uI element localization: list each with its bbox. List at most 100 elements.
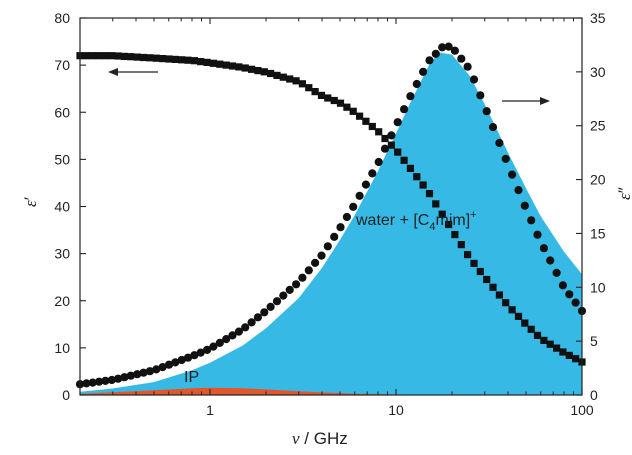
epsilon-prime-marker <box>521 319 529 327</box>
epsilon-prime-marker <box>292 77 300 85</box>
y-left-tick-label: 50 <box>54 151 70 167</box>
epsilon-prime-marker <box>184 56 192 64</box>
epsilon-double-prime-marker <box>292 280 301 289</box>
y-right-tick-label: 20 <box>590 172 606 188</box>
epsilon-prime-marker <box>445 220 453 229</box>
epsilon-prime-marker <box>375 128 383 136</box>
epsilon-prime-marker <box>139 53 148 62</box>
y-left-tick-label: 0 <box>62 387 70 403</box>
water-area <box>80 52 582 395</box>
epsilon-prime-marker <box>286 75 294 83</box>
epsilon-double-prime-marker <box>266 302 275 311</box>
epsilon-double-prime-marker <box>196 348 205 357</box>
y-axis-right-prime: ″ <box>615 187 632 193</box>
epsilon-double-prime-marker <box>228 331 237 340</box>
epsilon-prime-marker <box>343 103 351 111</box>
epsilon-double-prime-marker <box>139 368 148 377</box>
epsilon-prime-marker <box>101 52 109 60</box>
epsilon-prime-marker <box>559 348 567 356</box>
epsilon-double-prime-marker <box>222 335 231 344</box>
epsilon-prime-marker <box>336 99 345 107</box>
epsilon-double-prime-marker <box>565 290 574 299</box>
epsilon-prime-marker <box>394 148 402 156</box>
epsilon-prime-marker <box>432 200 440 208</box>
ip-area <box>80 387 582 395</box>
epsilon-prime-marker <box>178 56 186 64</box>
epsilon-double-prime-marker <box>304 266 313 275</box>
y-left-tick-label: 80 <box>54 10 70 26</box>
annotation-water-sub: 4 <box>429 221 435 233</box>
y-left-tick-label: 40 <box>54 199 70 215</box>
epsilon-double-prime-marker <box>241 323 250 332</box>
epsilon-double-prime-marker <box>558 281 568 290</box>
epsilon-double-prime-marker <box>203 345 212 354</box>
y-left-tick-label: 30 <box>54 246 70 262</box>
epsilon-double-prime-marker <box>355 191 364 200</box>
epsilon-prime-marker <box>317 91 326 99</box>
y-axis-right-symbol: ε <box>615 193 632 200</box>
epsilon-prime-marker <box>95 52 103 60</box>
epsilon-double-prime-marker <box>285 285 294 294</box>
epsilon-double-prime-marker <box>393 118 402 127</box>
epsilon-double-prime-marker <box>469 75 479 84</box>
epsilon-double-prime-marker <box>527 216 536 225</box>
epsilon-double-prime-marker <box>457 54 466 63</box>
y-axis-left-title: ε′ <box>21 197 40 207</box>
y-left-tick-label: 10 <box>54 340 70 356</box>
epsilon-prime-marker <box>540 336 548 344</box>
epsilon-prime-marker <box>152 54 160 62</box>
epsilon-prime-marker <box>311 88 319 96</box>
epsilon-double-prime-marker <box>438 43 447 52</box>
epsilon-prime-marker <box>381 134 389 143</box>
epsilon-prime-marker <box>114 52 122 60</box>
epsilon-prime-marker <box>406 164 414 172</box>
epsilon-prime-marker <box>133 53 141 61</box>
epsilon-prime-marker <box>438 210 446 218</box>
epsilon-double-prime-marker <box>279 291 288 300</box>
epsilon-prime-marker <box>419 181 427 189</box>
epsilon-double-prime-marker <box>183 353 193 362</box>
epsilon-prime-marker <box>235 63 243 71</box>
epsilon-double-prime-marker <box>361 180 370 189</box>
epsilon-prime-marker <box>279 73 287 81</box>
epsilon-double-prime-marker <box>272 297 282 306</box>
epsilon-prime-marker <box>476 267 484 276</box>
epsilon-prime-marker <box>228 62 237 70</box>
epsilon-double-prime-marker <box>546 256 555 265</box>
epsilon-double-prime-marker <box>412 79 421 89</box>
arrow-layer <box>108 68 550 105</box>
epsilon-prime-marker <box>349 107 357 115</box>
epsilon-prime-marker <box>483 275 491 284</box>
epsilon-double-prime-marker <box>495 138 504 148</box>
epsilon-prime-marker <box>470 259 478 267</box>
epsilon-prime-marker <box>546 340 554 348</box>
svg-text:water + [C4mim]+: water + [C4mim]+ <box>355 209 477 233</box>
epsilon-prime-marker <box>190 57 198 65</box>
epsilon-prime-marker <box>127 53 135 61</box>
epsilon-double-prime-marker <box>336 223 345 232</box>
epsilon-double-prime-marker <box>164 360 174 369</box>
epsilon-double-prime-marker <box>152 365 161 374</box>
epsilon-double-prime-marker <box>444 42 453 51</box>
epsilon-prime-marker <box>120 52 129 60</box>
y-right-tick-label: 10 <box>590 279 606 295</box>
epsilon-prime-marker <box>82 52 90 60</box>
y-axis-left-prime: ′ <box>21 197 40 200</box>
epsilon-prime-marker <box>330 96 338 105</box>
epsilon-double-prime-marker <box>234 327 243 336</box>
epsilon-prime-marker <box>400 156 408 164</box>
epsilon-double-prime-marker <box>463 62 472 71</box>
epsilon-double-prime-marker <box>400 105 409 114</box>
epsilon-prime-marker <box>489 283 497 291</box>
epsilon-double-prime-marker <box>520 201 529 210</box>
epsilon-double-prime-marker <box>533 230 542 239</box>
epsilon-prime-marker <box>324 94 332 102</box>
epsilon-prime-marker <box>165 55 173 63</box>
epsilon-prime-marker <box>241 64 249 72</box>
annotation-water-sup: + <box>470 209 476 221</box>
epsilon-double-prime-marker <box>323 242 332 251</box>
epsilon-double-prime-marker <box>120 373 129 382</box>
epsilon-prime-marker <box>356 112 364 120</box>
epsilon-prime-marker <box>508 306 516 314</box>
epsilon-double-prime-marker <box>317 251 326 260</box>
